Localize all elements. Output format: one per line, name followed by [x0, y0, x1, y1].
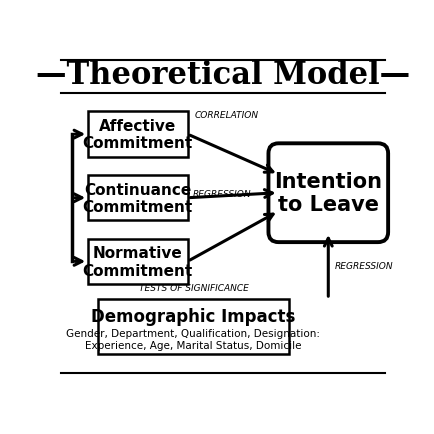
FancyBboxPatch shape — [268, 144, 387, 243]
Text: Affective
Commitment: Affective Commitment — [82, 118, 193, 151]
Text: Demographic Impacts: Demographic Impacts — [91, 307, 295, 325]
FancyBboxPatch shape — [88, 176, 187, 221]
Text: —Theoretical Model—: —Theoretical Model— — [36, 60, 409, 91]
Text: Normative
Commitment: Normative Commitment — [82, 246, 193, 278]
Text: Gender, Department, Qualification, Designation:
Experience, Age, Marital Status,: Gender, Department, Qualification, Desig… — [66, 328, 320, 350]
FancyBboxPatch shape — [88, 239, 187, 284]
Text: CORRELATION: CORRELATION — [194, 111, 258, 120]
FancyBboxPatch shape — [98, 299, 288, 355]
Text: Continuance
Commitment: Continuance Commitment — [82, 182, 193, 214]
Text: REGRESSION: REGRESSION — [192, 189, 251, 198]
FancyBboxPatch shape — [88, 112, 187, 158]
Text: TESTS OF SIGNIFICANCE: TESTS OF SIGNIFICANCE — [138, 283, 248, 292]
Text: REGRESSION: REGRESSION — [334, 261, 393, 270]
Text: Intention
to Leave: Intention to Leave — [274, 172, 381, 215]
